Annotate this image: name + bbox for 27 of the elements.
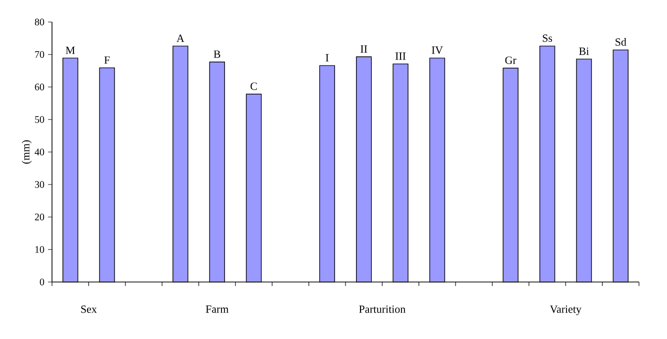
x-tick-label: III xyxy=(395,52,406,60)
y-tick-label: 40 xyxy=(34,148,44,156)
x-tick-label: M xyxy=(66,46,75,54)
y-tick-label: 10 xyxy=(35,246,44,253)
x-tick-label: Sd xyxy=(616,38,626,46)
x-tick-label: II xyxy=(360,45,368,53)
y-tick-label: 0 xyxy=(40,278,44,286)
x-tick-label: Ss xyxy=(542,34,552,42)
x-tick-label: Gr xyxy=(505,56,516,64)
y-tick-label: 20 xyxy=(34,214,44,220)
y-tick-label: 80 xyxy=(34,18,44,26)
x-tick-label: C xyxy=(250,82,257,90)
x-tick-label: B xyxy=(214,50,220,58)
text: Parturition xyxy=(359,306,406,313)
y-tick-label: 60 xyxy=(34,84,44,90)
text: Sex xyxy=(81,306,97,313)
x-tick-label: IV xyxy=(432,46,443,54)
y-tick-label: 30 xyxy=(35,181,44,188)
x-tick-label: A xyxy=(176,34,184,42)
y-axis-title: (mm) xyxy=(22,140,32,164)
text: Farm xyxy=(206,306,228,313)
y-tick-label: 70 xyxy=(35,51,44,58)
x-tick-label: I xyxy=(326,54,329,62)
x-tick-label: Bi xyxy=(579,48,589,55)
x-tick-label: F xyxy=(104,56,110,64)
y-tick-label: 50 xyxy=(35,116,44,123)
text: Variety xyxy=(550,306,582,316)
